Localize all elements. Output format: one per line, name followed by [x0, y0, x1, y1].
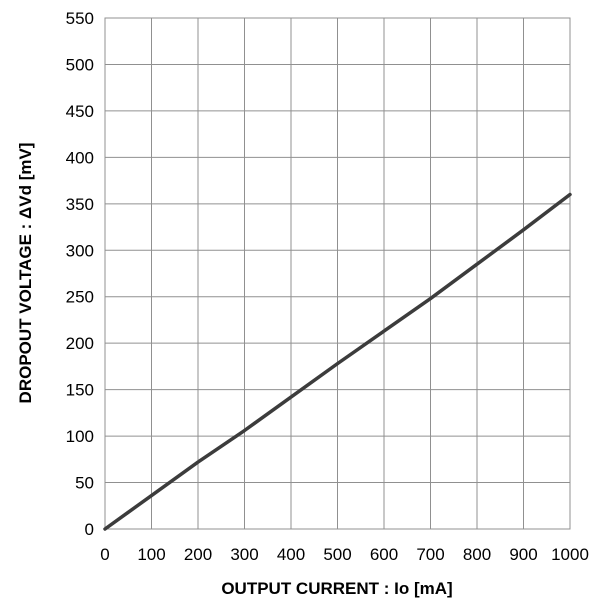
x-tick-label-300: 300	[230, 545, 258, 564]
series-layer	[103, 192, 572, 531]
x-tick-label-700: 700	[416, 545, 444, 564]
x-tick-label-500: 500	[323, 545, 351, 564]
grid-layer	[104, 17, 571, 530]
x-tick-label-0: 0	[100, 545, 109, 564]
x-tick-label-1000: 1000	[551, 545, 589, 564]
y-tick-label-350: 350	[66, 195, 94, 214]
x-tick-label-600: 600	[370, 545, 398, 564]
x-axis-title: OUTPUT CURRENT : Io [mA]	[221, 579, 452, 598]
x-tick-label-100: 100	[137, 545, 165, 564]
y-tick-labels: 0 50 100 150 200 250 300 350 400 450 500 550	[66, 9, 94, 539]
x-tick-label-800: 800	[463, 545, 491, 564]
y-tick-label-250: 250	[66, 288, 94, 307]
y-tick-label-100: 100	[66, 427, 94, 446]
y-tick-label-150: 150	[66, 381, 94, 400]
series-line-0	[103, 192, 572, 531]
y-tick-label-400: 400	[66, 148, 94, 167]
y-axis-title: DROPOUT VOLTAGE : ΔVd [mV]	[16, 143, 35, 404]
x-tick-labels: 0 100 200 300 400 500 600 700 800 900 1000	[100, 545, 589, 564]
y-tick-label-550: 550	[66, 9, 94, 28]
y-tick-label-50: 50	[75, 474, 94, 493]
y-tick-label-450: 450	[66, 102, 94, 121]
x-tick-label-900: 900	[509, 545, 537, 564]
x-tick-label-200: 200	[184, 545, 212, 564]
y-tick-label-500: 500	[66, 55, 94, 74]
y-tick-label-300: 300	[66, 241, 94, 260]
y-tick-label-200: 200	[66, 334, 94, 353]
x-tick-label-400: 400	[277, 545, 305, 564]
y-tick-label-0: 0	[85, 520, 94, 539]
plot-frame	[104, 17, 571, 530]
